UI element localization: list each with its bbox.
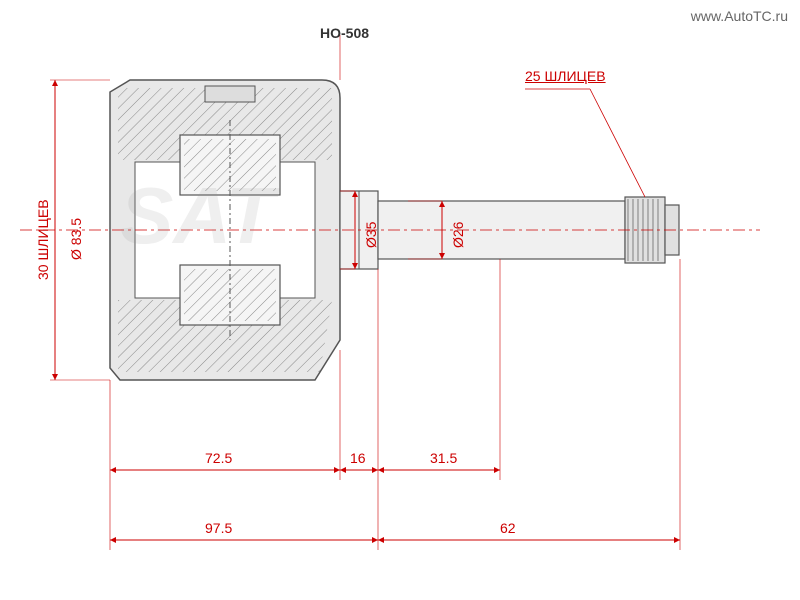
website-url: www.AutoTC.ru bbox=[691, 8, 788, 24]
dim-d-label: 97.5 bbox=[205, 520, 232, 536]
diam-shaft2-label: Ø26 bbox=[450, 222, 466, 248]
diam-housing-label: Ø 83.5 bbox=[68, 218, 84, 260]
dim-a-label: 72.5 bbox=[205, 450, 232, 466]
dim-e-label: 62 bbox=[500, 520, 516, 536]
part-number: HO-508 bbox=[320, 25, 369, 41]
diam-shaft1-label: Ø35 bbox=[363, 222, 379, 248]
dim-c-label: 31.5 bbox=[430, 450, 457, 466]
splines-right-label: 25 ШЛИЦЕВ bbox=[525, 68, 606, 84]
dim-b-label: 16 bbox=[350, 450, 366, 466]
splines-left-label: 30 ШЛИЦЕВ bbox=[35, 199, 51, 280]
